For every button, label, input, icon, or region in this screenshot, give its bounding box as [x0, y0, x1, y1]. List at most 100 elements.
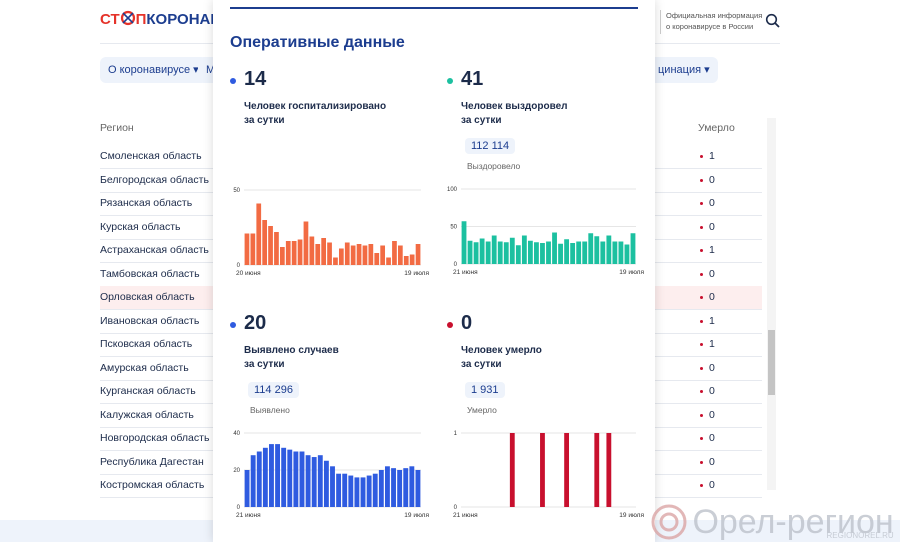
stat-label: за сутки [244, 359, 285, 370]
logo-text: СТ [100, 11, 120, 28]
stat-total: 112 114 [465, 138, 516, 154]
watermark: Орел-регион REGIONOREL.RU [650, 503, 894, 541]
stat-panel: 14 Человек госпитализировано за сутки 0 50 20… [230, 68, 440, 298]
dot [700, 319, 703, 323]
bar [338, 248, 344, 265]
bar [299, 451, 305, 507]
bar [594, 236, 600, 264]
bar [262, 220, 268, 265]
bar [321, 238, 327, 265]
header-info: Официальная информация о коронавирусе в … [660, 10, 762, 34]
region-name: Костромская область [100, 479, 205, 491]
x-axis-label: 21 июня [453, 512, 478, 519]
bar [473, 242, 479, 264]
dot [700, 225, 703, 229]
logo-icon [120, 10, 135, 26]
died-count: 0 [709, 220, 715, 233]
stat-panel: 20 Выявлено случаев за сутки 114 296 Выявлен… [230, 312, 440, 542]
region-name: Астраханская область [100, 244, 209, 256]
bar [392, 241, 397, 265]
logo-text: КОРОНАВИ [146, 11, 232, 28]
region-name: Тамбовская область [100, 267, 200, 280]
stat-label: Выявлено случаев [244, 345, 339, 356]
dot [700, 202, 703, 205]
died-count: 0 [709, 408, 715, 421]
column-header: Умерло [698, 122, 735, 134]
bar [534, 242, 539, 264]
bar [366, 475, 372, 507]
died-count: 0 [709, 479, 715, 491]
scrollbar-thumb[interactable] [768, 330, 775, 395]
nav-button[interactable]: О коронавирусе ▾ [100, 57, 207, 83]
y-tick-label: 0 [237, 263, 241, 269]
died-count: 0 [709, 267, 715, 280]
stat-label: за сутки [244, 115, 285, 126]
stat-value: 41 [461, 68, 484, 90]
modal-title: Оперативные данные [230, 34, 405, 51]
bar [362, 245, 368, 265]
search-icon[interactable] [765, 13, 781, 29]
stat-dot [447, 78, 453, 84]
region-name: Псковская область [100, 338, 193, 350]
bar [606, 235, 612, 264]
bar [397, 245, 403, 265]
bar [409, 466, 415, 507]
x-axis-label: 19 июля [619, 512, 644, 519]
stat-label: Человек выздоровел [461, 101, 568, 112]
bar [297, 239, 303, 265]
stat-value: 14 [244, 68, 267, 90]
stat-value: 20 [244, 312, 267, 334]
bar [336, 473, 342, 507]
dot [700, 413, 703, 417]
stat-label: Человек госпитализировано [244, 101, 387, 112]
x-axis-label: 19 июля [404, 512, 429, 519]
bar [570, 243, 576, 264]
stat-label: за сутки [461, 115, 502, 126]
bar [327, 242, 332, 265]
bar [415, 244, 421, 265]
bar [415, 470, 421, 507]
dot [700, 437, 703, 440]
y-tick-label: 50 [450, 225, 457, 231]
bar [618, 241, 624, 264]
bar [274, 232, 279, 265]
bar-chart: 0 1 21 июня 19 июля [453, 431, 644, 519]
region-name: Ивановская область [100, 314, 200, 327]
bar [342, 473, 348, 507]
region-name: Рязанская область [100, 197, 193, 209]
bar [344, 242, 350, 265]
bar [600, 241, 606, 264]
dot [700, 390, 703, 393]
modal-top-line [230, 7, 638, 9]
bar [281, 447, 287, 507]
bar [540, 243, 545, 264]
bar [397, 470, 403, 507]
bar [491, 235, 497, 264]
bar [279, 247, 285, 265]
logo[interactable]: СТ ПКОРОНАВИ [100, 10, 232, 28]
watermark-url: REGIONOREL.RU [826, 531, 894, 540]
bar [558, 243, 563, 264]
bar [250, 233, 256, 265]
column-header: Регион [100, 122, 134, 134]
bar [546, 241, 551, 264]
stat-label: Человек умерло [461, 345, 542, 356]
y-tick-label: 0 [237, 505, 241, 511]
bar [293, 451, 299, 507]
bar [540, 433, 545, 507]
died-count: 0 [709, 385, 715, 397]
bar [485, 241, 491, 264]
bar [612, 241, 618, 264]
dot [700, 484, 703, 487]
dot [700, 178, 703, 182]
region-name: Калужская область [100, 408, 194, 421]
bar [275, 444, 281, 507]
scrollbar[interactable] [767, 118, 776, 490]
bar [372, 473, 378, 507]
bar [403, 468, 409, 507]
dot [700, 366, 703, 370]
bar [374, 253, 380, 265]
died-count: 1 [709, 338, 715, 350]
bar [497, 241, 503, 264]
x-axis-label: 20 июня [236, 270, 261, 277]
